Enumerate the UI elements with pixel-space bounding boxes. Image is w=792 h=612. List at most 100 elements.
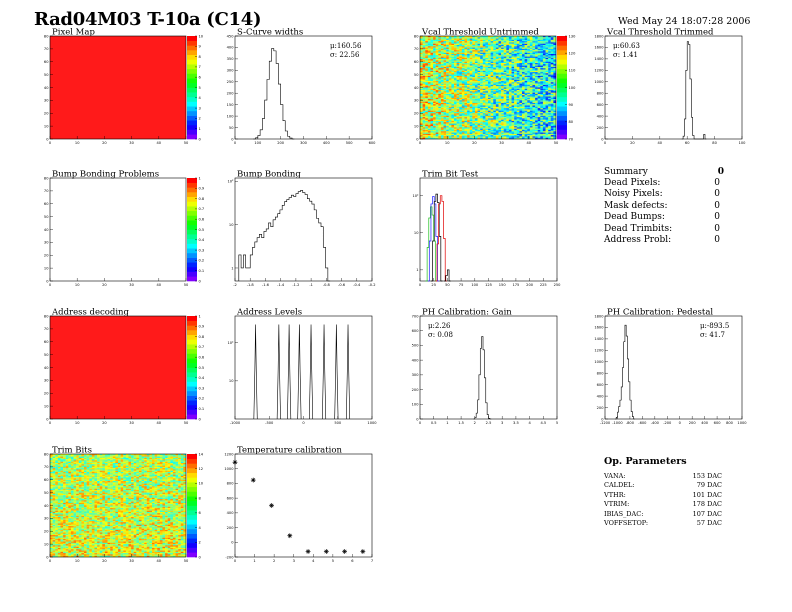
x-tick-label: 60 (685, 141, 690, 145)
chart-title: Bump Bonding (237, 170, 301, 180)
palette-swatch (187, 330, 197, 336)
address-peak (334, 324, 339, 420)
palette-label: 4 (199, 96, 202, 100)
y-tick-label: 20 (414, 112, 419, 116)
x-tick-label: 10 (75, 141, 80, 145)
palette-label: 0.5 (199, 366, 205, 370)
x-tick-label: 1 (446, 421, 448, 425)
x-tick-label: 20 (102, 421, 107, 425)
palette-label: 0 (199, 417, 202, 421)
y-tick-label: 10 (44, 266, 49, 270)
parameters-row: VANA: 153 DAC (604, 472, 722, 481)
x-tick-label: 0 (49, 283, 52, 287)
palette-swatch (187, 344, 197, 350)
chart-trim-bit-test: Trim Bit Test 0 25 50 75 100 125 150 175 200 225 25… (412, 170, 561, 288)
palette-swatch (187, 229, 197, 235)
y-tick-label: 100 (227, 114, 235, 118)
x-tick-label: 50 (184, 283, 189, 287)
palette-swatch (187, 73, 197, 79)
parameters-row: CALDEL: 79 DAC (604, 481, 722, 490)
palette-label: 14 (199, 452, 204, 456)
x-tick-label: 75 (459, 283, 464, 287)
palette-swatch (187, 477, 197, 483)
stat-label: μ:160.56 (330, 42, 362, 50)
address-peak (297, 324, 302, 420)
x-tick-label: 1.5 (458, 421, 464, 425)
palette-swatch (187, 395, 197, 401)
chart-title: S-Curve widths (237, 28, 303, 38)
y-tick-label: 300 (412, 373, 420, 377)
x-tick-label: 40 (157, 283, 162, 287)
parameters-row: VTRIM: 178 DAC (604, 500, 722, 509)
y-tick-label: 20 (44, 254, 49, 258)
palette-swatch (187, 496, 197, 502)
palette-swatch (187, 339, 197, 345)
chart-title: PH Calibration: Gain (422, 308, 512, 318)
histogram-line (238, 190, 331, 282)
palette-label: 0 (199, 279, 202, 283)
y-tick-label: 800 (597, 372, 605, 376)
y-tick-label: 1 (416, 268, 418, 272)
palette-swatch (557, 78, 567, 84)
palette-swatch (557, 101, 567, 107)
series-line (430, 193, 443, 282)
x-tick-label: 50 (445, 283, 450, 287)
palette-swatch (187, 386, 197, 392)
palette-swatch (187, 376, 197, 382)
x-tick-label: 40 (157, 559, 162, 563)
y-tick-label: 1000 (594, 80, 604, 84)
palette-label: 10 (199, 482, 204, 486)
palette-swatch (187, 45, 197, 51)
palette-label: 0.3 (199, 386, 205, 390)
y-tick-label: 70 (44, 47, 49, 51)
y-tick-label: 1600 (594, 326, 604, 330)
address-peak (253, 324, 258, 420)
palette-swatch (187, 472, 197, 478)
address-peak (346, 324, 351, 420)
palette-label: 0.7 (199, 207, 205, 211)
summary-label: Noisy Pixels: (604, 189, 663, 200)
palette-label: 6 (199, 511, 202, 515)
summary-value: 0 (714, 189, 720, 200)
x-tick-label: 0 (234, 141, 237, 145)
palette-label: 1 (199, 127, 201, 131)
palette-swatch (187, 454, 197, 459)
summary-row: Noisy Pixels: 0 (604, 189, 724, 200)
palette-label: 0.6 (199, 356, 205, 360)
summary-label: Dead Pixels: (604, 178, 661, 188)
chart-bump-bonding: Bump Bonding -2 -1.8 -1.6 -1.4 -1.2 -1 -0.8 -0.6… (227, 170, 375, 288)
palette-swatch (187, 519, 197, 525)
y-tick-label: 1200 (594, 349, 604, 353)
x-tick-label: 50 (184, 141, 189, 145)
palette-swatch (187, 206, 197, 212)
y-tick-label: 0 (601, 417, 604, 421)
parameters-label: VTRIM: (604, 500, 630, 509)
x-tick-label: -1000 (612, 421, 623, 425)
palette-swatch (187, 187, 197, 193)
plot-frame (49, 177, 187, 282)
parameters-value: 101 DAC (692, 490, 722, 499)
scatter-point (360, 549, 366, 554)
palette-swatch (187, 547, 197, 553)
x-tick-label: 3.5 (513, 421, 519, 425)
date-stamp: Wed May 24 18:07:28 2006 (618, 16, 751, 27)
y-tick-label: 600 (597, 103, 605, 107)
palette-label: 8 (199, 55, 202, 59)
palette-label: 2 (199, 541, 201, 545)
y-tick-label: 0 (46, 555, 49, 559)
stat-label: σ: 0.08 (428, 331, 453, 339)
scatter-point (269, 503, 274, 508)
palette-swatch (187, 482, 197, 488)
x-tick-label: 500 (334, 421, 342, 425)
palette-swatch (187, 224, 197, 230)
palette-swatch (187, 276, 197, 282)
y-tick-label: 60 (44, 60, 49, 64)
palette-swatch (187, 82, 197, 88)
y-tick-label: 450 (227, 34, 235, 38)
plot-frame (234, 453, 373, 558)
y-tick-label: 400 (597, 114, 605, 118)
x-tick-label: 600 (369, 141, 377, 145)
parameters-title: Op. Parameters (604, 456, 687, 467)
x-tick-label: 225 (540, 283, 547, 287)
y-tick-label: 40 (44, 228, 49, 232)
